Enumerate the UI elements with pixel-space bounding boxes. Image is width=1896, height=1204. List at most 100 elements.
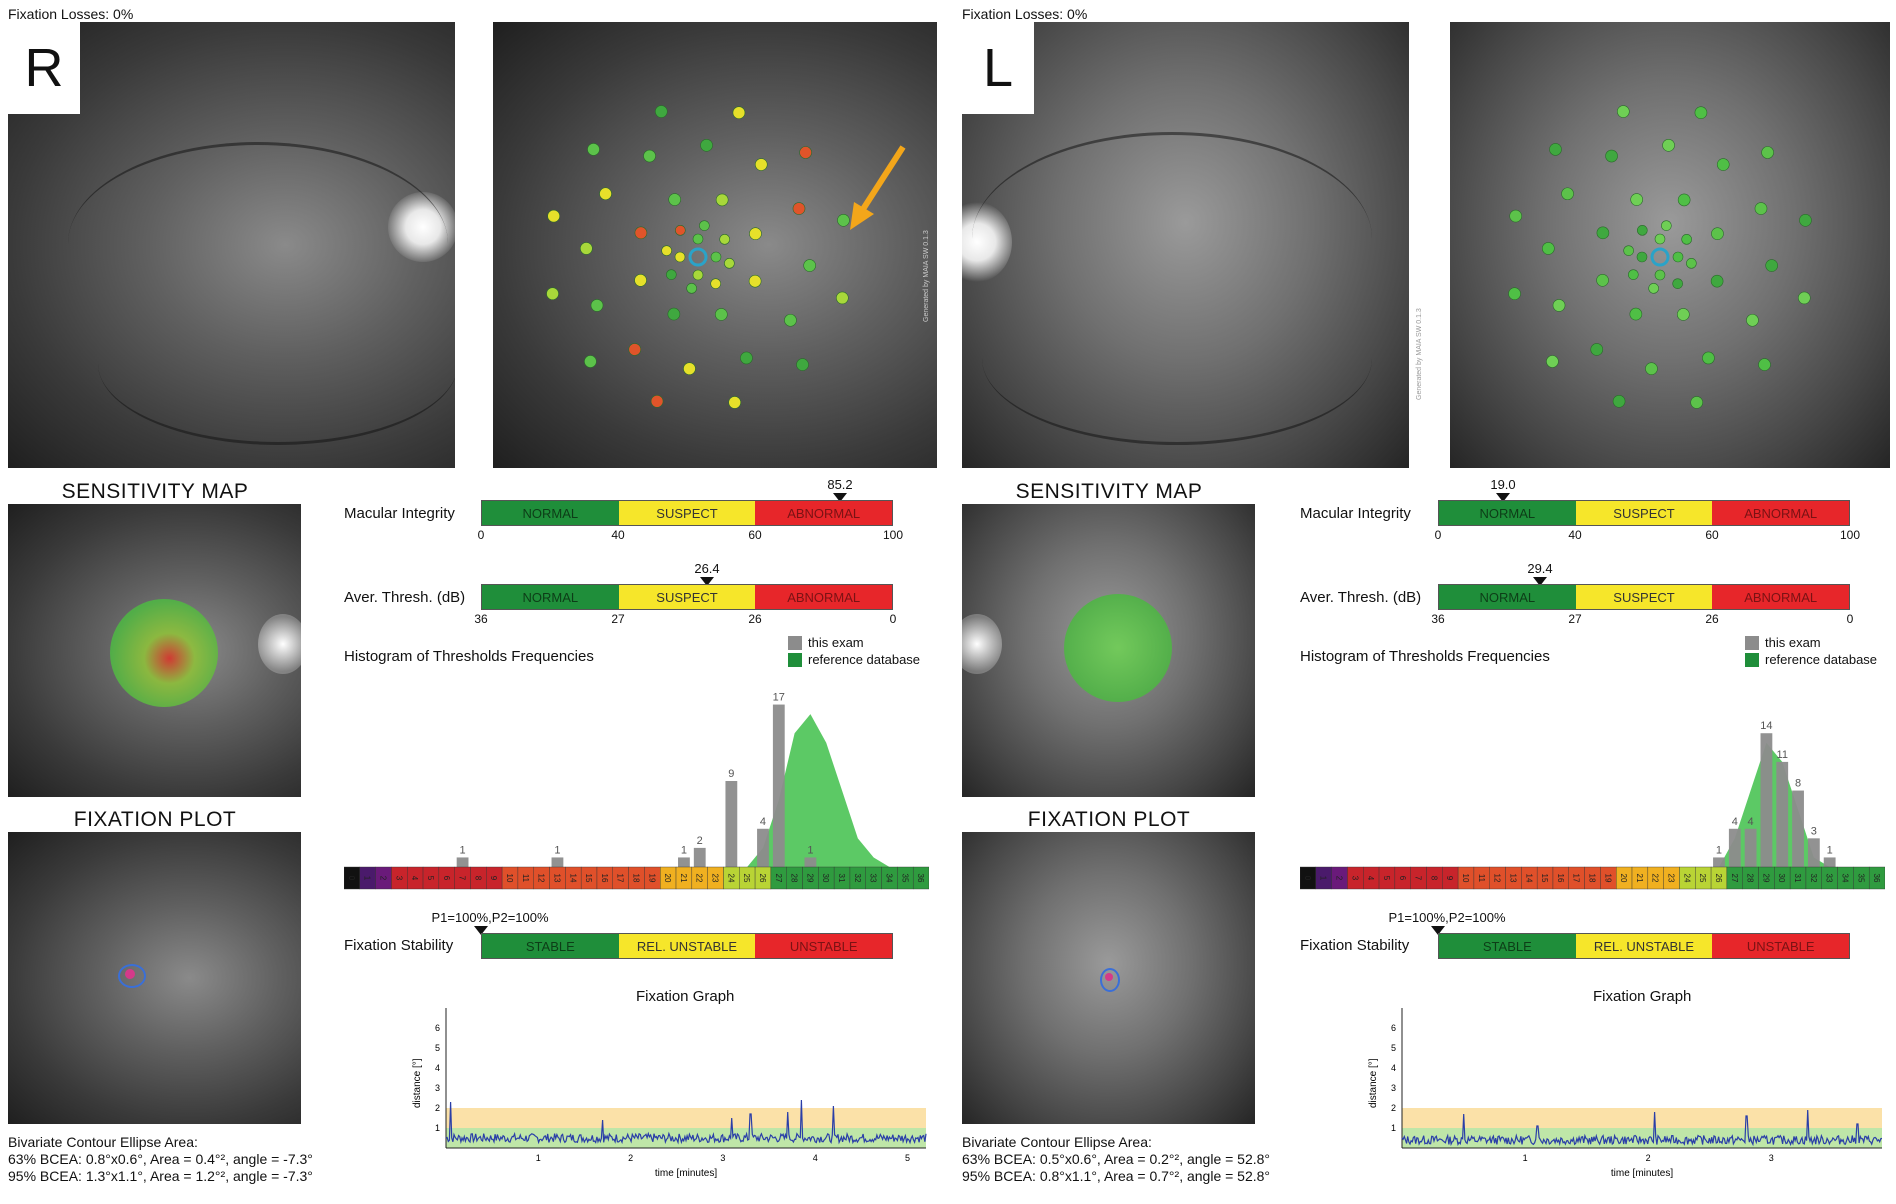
stimulus-point: [1690, 396, 1704, 409]
yellow-band: [1402, 1108, 1882, 1128]
aver-thresh-label-left: Aver. Thresh. (dB): [1300, 589, 1422, 606]
bcea-95-left: 95% BCEA: 0.8°x1.1°, Area = 0.7°², angle…: [962, 1168, 1271, 1184]
tick-label: 26: [1714, 874, 1723, 883]
fixation-plot-left: [962, 832, 1255, 1124]
tick-label: 13: [1508, 874, 1517, 883]
tick: 40: [1568, 528, 1582, 542]
fixation-stability-value-left: P1=100%,P2=100%: [1388, 910, 1506, 925]
stimulus-point: [1605, 149, 1618, 163]
stimulus-point: [1694, 106, 1708, 119]
stimulus-point: [837, 213, 850, 227]
tick-label: 21: [1635, 874, 1644, 883]
tick: 0: [889, 612, 897, 626]
legend-this-exam-left: this exam: [1745, 635, 1821, 650]
tick: 27: [611, 612, 625, 626]
tick-label: 14: [1524, 874, 1533, 883]
bcea-95-right: 95% BCEA: 1.3°x1.1°, Area = 1.2°², angle…: [8, 1168, 313, 1184]
fixation-ellipse-right: [118, 964, 146, 988]
data-label: 17: [773, 692, 785, 704]
histogram-bar: [1760, 733, 1773, 867]
data-label: 2: [697, 835, 703, 847]
legend-label: this exam: [808, 635, 864, 650]
segment-suspect: SUSPECT: [618, 501, 756, 525]
x-tick-label: 3: [720, 1153, 725, 1163]
aver-thresh-bar-left: NORMAL SUSPECT ABNORMAL: [1438, 584, 1850, 610]
tick-label: 1: [1319, 876, 1328, 881]
stimulus-point: [1672, 251, 1684, 263]
tick-label: 24: [726, 874, 735, 883]
data-label: 3: [1811, 825, 1817, 837]
stimulus-point: [784, 313, 797, 327]
stimulus-point: [590, 299, 604, 312]
tick-label: 9: [1445, 876, 1454, 881]
histogram-bar: [693, 847, 706, 867]
histogram-title-left: Histogram of Thresholds Frequencies: [1300, 648, 1550, 665]
y-tick-label: 5: [1391, 1043, 1396, 1053]
tick-label: 5: [1382, 876, 1391, 881]
tick-label: 6: [442, 876, 451, 881]
stimulus-point: [700, 139, 713, 152]
sensitivity-overlay-left: [1064, 594, 1172, 702]
histogram-bar: [804, 857, 817, 867]
macular-integrity-label-right: Macular Integrity: [344, 505, 455, 522]
fundus-image-left: L: [962, 22, 1409, 468]
histogram-bar: [757, 828, 769, 867]
bcea-info-right: Bivariate Contour Ellipse Area: 63% BCEA…: [8, 1134, 313, 1185]
stimulus-point: [1623, 245, 1634, 256]
stimulus-point: [710, 251, 722, 263]
tick-label: 6: [1398, 876, 1407, 881]
x-tick-label: 5: [905, 1153, 910, 1163]
stimulus-point: [547, 209, 560, 223]
data-label: 1: [1827, 844, 1833, 856]
stimulus-point: [799, 146, 812, 159]
fixation-graph-title-left: Fixation Graph: [1593, 988, 1692, 1005]
aver-thresh-value-right: 26.4: [694, 561, 720, 576]
bcea-63-right: 63% BCEA: 0.8°x0.6°, Area = 0.4°², angle…: [8, 1151, 313, 1167]
segment-unstable: UNSTABLE: [1712, 934, 1850, 958]
legend-reference-right: reference database: [788, 652, 920, 667]
tick-label: 15: [584, 874, 593, 883]
stimulus-point: [1710, 274, 1724, 288]
stimulus-point: [803, 259, 816, 272]
histogram-bar: [456, 857, 469, 867]
stimulus-point: [683, 362, 696, 375]
bcea-63-left: 63% BCEA: 0.5°x0.6°, Area = 0.2°², angle…: [962, 1151, 1271, 1167]
tick-label: 14: [568, 874, 577, 883]
tick-label: 13: [552, 874, 561, 883]
segment-stable: STABLE: [482, 934, 619, 958]
tick-label: 0: [347, 876, 356, 881]
segment-suspect: SUSPECT: [1575, 585, 1713, 609]
tick-label: 29: [1761, 874, 1770, 883]
stimulus-point: [1596, 274, 1609, 287]
y-tick-label: 6: [1391, 1023, 1396, 1033]
fixation-ellipse-left: [1100, 968, 1120, 992]
x-tick-label: 3: [1769, 1153, 1774, 1163]
histogram-bar: [725, 781, 738, 867]
stimulus-point: [584, 355, 597, 368]
tick: 100: [1839, 528, 1861, 542]
segment-rel-unstable: REL. UNSTABLE: [618, 934, 756, 958]
tick: 40: [611, 528, 625, 542]
stimulus-point: [1616, 105, 1630, 118]
fixation-trace: [445, 1099, 927, 1145]
fixation-plot-title-right: FIXATION PLOT: [73, 808, 237, 831]
fixation-plot-right: [8, 832, 301, 1124]
bcea-title-right: Bivariate Contour Ellipse Area:: [8, 1134, 198, 1150]
stimulus-point: [1561, 187, 1574, 201]
tick: 100: [882, 528, 904, 542]
tick-label: 10: [1461, 874, 1470, 883]
histogram-bar: [1792, 790, 1804, 867]
stimulus-point: [1590, 343, 1604, 356]
tick-label: 2: [379, 876, 388, 881]
tick: 27: [1568, 612, 1582, 626]
segment-abnormal: ABNORMAL: [755, 585, 893, 609]
fixation-graph-title-right: Fixation Graph: [636, 988, 735, 1005]
legend-label: reference database: [808, 652, 921, 667]
stimulus-point: [1765, 259, 1778, 272]
tick-label: 3: [394, 876, 403, 881]
threshold-cell: [1868, 866, 1885, 890]
stimulus-point: [1645, 362, 1658, 375]
histogram-bar: [551, 857, 564, 867]
stimulus-point: [749, 227, 762, 240]
